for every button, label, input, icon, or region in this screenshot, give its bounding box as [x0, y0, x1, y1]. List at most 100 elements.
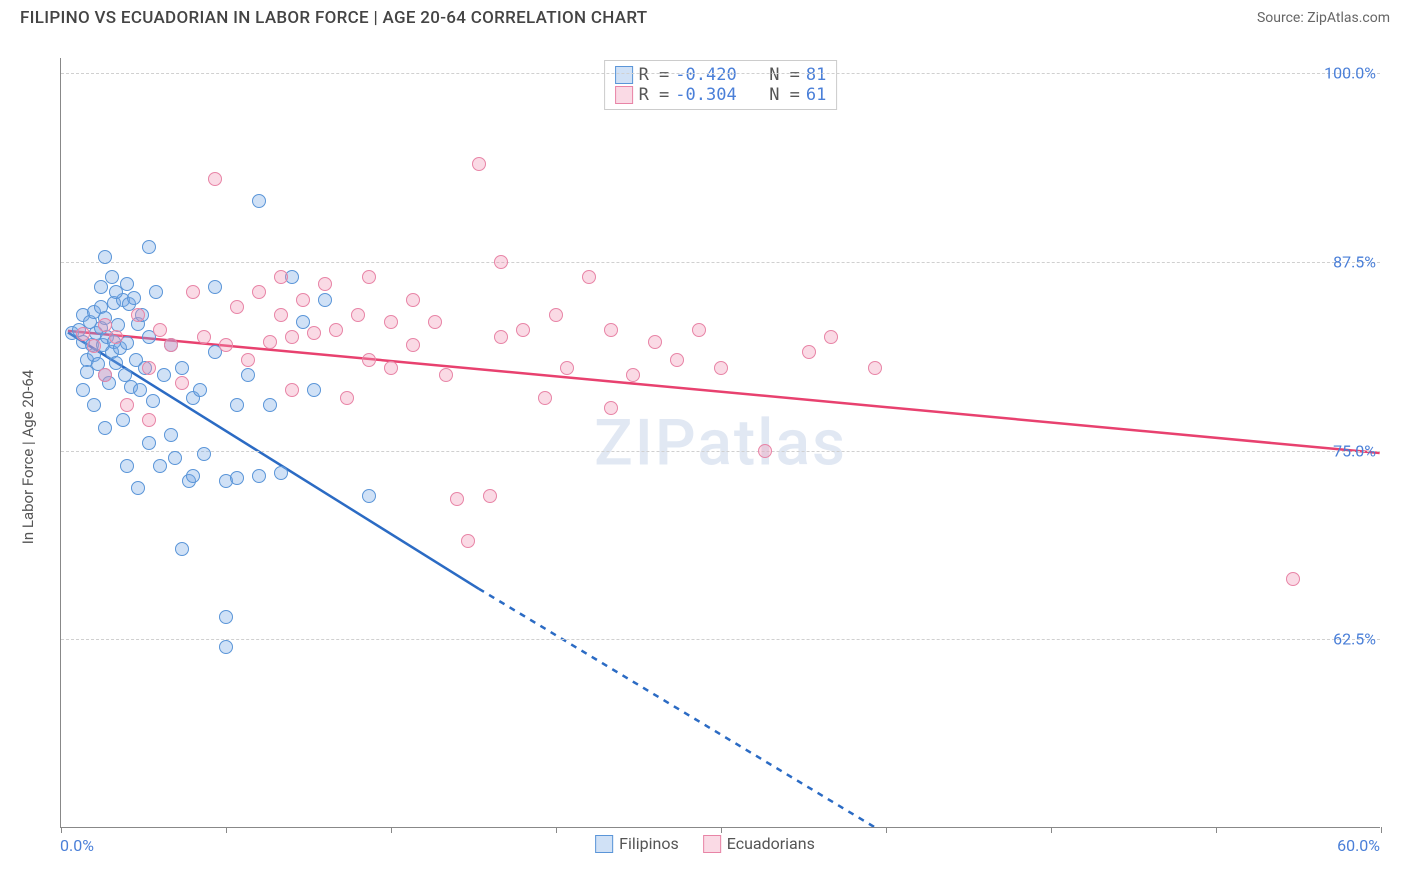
data-point — [241, 368, 255, 382]
data-point — [94, 280, 108, 294]
data-point — [384, 361, 398, 375]
trend-lines — [61, 58, 1380, 827]
data-point — [439, 368, 453, 382]
data-point — [472, 157, 486, 171]
chart-title: FILIPINO VS ECUADORIAN IN LABOR FORCE | … — [20, 8, 647, 28]
data-point — [230, 471, 244, 485]
data-point — [384, 315, 398, 329]
x-tick — [226, 827, 227, 833]
data-point — [241, 353, 255, 367]
x-tick — [61, 827, 62, 833]
data-point — [824, 330, 838, 344]
data-point — [98, 250, 112, 264]
data-point — [307, 383, 321, 397]
data-point — [153, 323, 167, 337]
data-point — [274, 466, 288, 480]
data-point — [186, 285, 200, 299]
data-point — [582, 270, 596, 284]
legend-item-filipinos: Filipinos — [595, 834, 679, 853]
legend-row-ecuadorians: R = -0.304 N = 61 — [615, 85, 827, 105]
data-point — [494, 255, 508, 269]
data-point — [131, 481, 145, 495]
x-axis-min-label: 0.0% — [60, 836, 94, 855]
data-point — [219, 640, 233, 654]
data-point — [87, 398, 101, 412]
data-point — [153, 459, 167, 473]
data-point — [164, 338, 178, 352]
data-point — [516, 323, 530, 337]
data-point — [208, 172, 222, 186]
data-point — [428, 315, 442, 329]
series-legend: Filipinos Ecuadorians — [595, 834, 815, 853]
data-point — [142, 361, 156, 375]
data-point — [307, 326, 321, 340]
gridline — [61, 262, 1380, 263]
data-point — [131, 308, 145, 322]
data-point — [758, 444, 772, 458]
x-axis-max-label: 60.0% — [1337, 836, 1380, 855]
r-value-filipinos: -0.420 — [675, 65, 736, 85]
n-label: N = — [769, 65, 800, 85]
data-point — [87, 339, 101, 353]
data-point — [252, 469, 266, 483]
data-point — [146, 394, 160, 408]
data-point — [604, 323, 618, 337]
data-point — [230, 300, 244, 314]
data-point — [142, 436, 156, 450]
data-point — [142, 413, 156, 427]
n-value-ecuadorians: 61 — [806, 85, 826, 105]
gridline — [61, 451, 1380, 452]
chart-container: In Labor Force | Age 20-64 ZIPatlas R = … — [20, 42, 1390, 872]
data-point — [175, 361, 189, 375]
data-point — [406, 338, 420, 352]
data-point — [450, 492, 464, 506]
data-point — [197, 330, 211, 344]
swatch-filipinos-icon — [595, 835, 613, 853]
data-point — [318, 293, 332, 307]
legend-label-ecuadorians: Ecuadorians — [727, 834, 815, 853]
data-point — [285, 383, 299, 397]
data-point — [461, 534, 475, 548]
data-point — [340, 391, 354, 405]
data-point — [362, 489, 376, 503]
x-tick — [1216, 827, 1217, 833]
data-point — [133, 383, 147, 397]
legend-label-filipinos: Filipinos — [619, 834, 679, 853]
data-point — [1286, 572, 1300, 586]
data-point — [208, 280, 222, 294]
r-label: R = — [639, 85, 670, 105]
x-tick — [1051, 827, 1052, 833]
y-tick-label: 100.0% — [1324, 64, 1376, 83]
data-point — [109, 330, 123, 344]
data-point — [296, 293, 310, 307]
data-point — [76, 327, 90, 341]
data-point — [692, 323, 706, 337]
x-tick — [721, 827, 722, 833]
data-point — [127, 291, 141, 305]
data-point — [164, 428, 178, 442]
data-point — [219, 338, 233, 352]
data-point — [626, 368, 640, 382]
data-point — [252, 285, 266, 299]
data-point — [230, 398, 244, 412]
data-point — [274, 270, 288, 284]
data-point — [263, 335, 277, 349]
data-point — [175, 376, 189, 390]
data-point — [76, 383, 90, 397]
data-point — [157, 368, 171, 382]
watermark: ZIPatlas — [594, 405, 847, 480]
data-point — [329, 323, 343, 337]
y-tick-label: 62.5% — [1333, 630, 1376, 649]
source-label: Source: ZipAtlas.com — [1257, 10, 1390, 26]
x-tick — [391, 827, 392, 833]
data-point — [193, 383, 207, 397]
data-point — [116, 413, 130, 427]
data-point — [538, 391, 552, 405]
y-tick-label: 87.5% — [1333, 252, 1376, 271]
data-point — [318, 277, 332, 291]
x-tick — [1381, 827, 1382, 833]
swatch-ecuadorians — [615, 86, 633, 104]
data-point — [362, 353, 376, 367]
data-point — [483, 489, 497, 503]
data-point — [274, 308, 288, 322]
